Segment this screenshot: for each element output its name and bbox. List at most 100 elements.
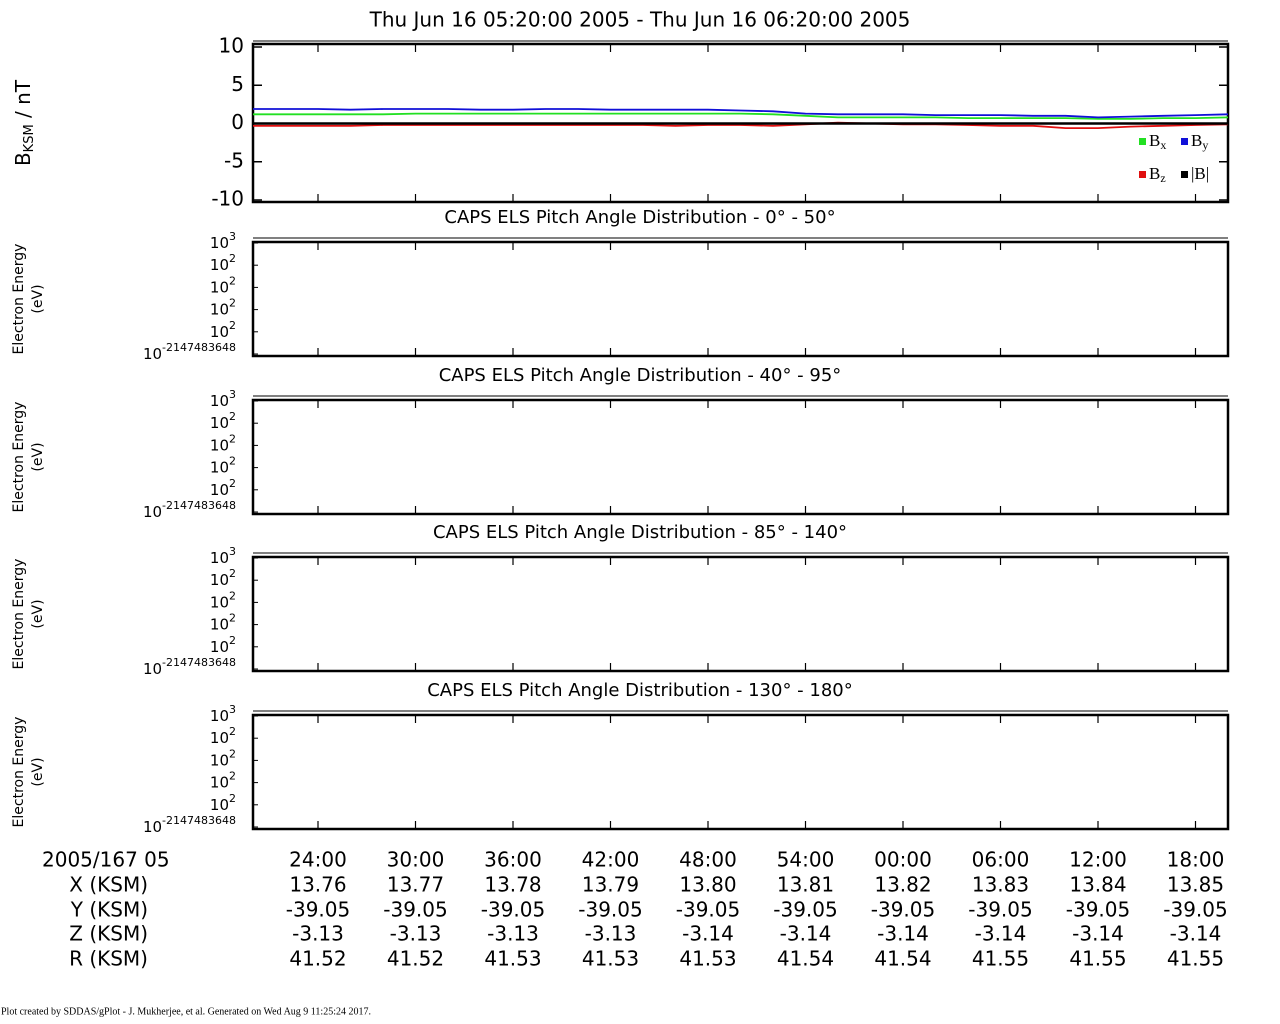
y-tick-label: 102 [210,455,236,477]
series-line [253,108,1229,119]
y-tick-base: 10 [210,593,229,611]
y-axis-label-unit: / nT [11,79,35,124]
legend-sub: z [1160,171,1165,185]
y-tick-base: 10 [143,503,162,521]
y-tick-label: 102 [210,252,236,274]
ephemeris-value: 41.52 [387,947,444,971]
y-tick-exp: 2 [229,319,236,332]
y-axis-label: Electron Energy [11,559,27,670]
legend-label: By [1191,131,1208,152]
ephemeris-label: Y (KSM) [70,898,148,922]
y-axis-label-main: B [11,152,35,166]
series-line [253,112,1229,120]
y-tick-label: 103 [210,545,236,567]
y-tick-label: -5 [224,148,244,172]
x-tick-label: 00:00 [874,848,932,872]
legend-name: B [1149,131,1160,150]
y-tick-label: 103 [210,388,236,410]
ephemeris-value: 41.55 [972,947,1029,971]
y-tick-base: 10 [210,256,229,274]
y-axis-label: Electron Energy [11,717,27,828]
legend-name: B [1191,131,1202,150]
y-tick-label: 102 [210,634,236,656]
y-tick-label: 10-2147483648 [143,814,236,836]
y-tick-exp: 3 [229,230,236,243]
y-tick-base: 10 [210,751,229,769]
x-tick-label: 12:00 [1069,848,1127,872]
ephemeris-value: -39.05 [481,898,545,922]
y-tick-label: 103 [210,703,236,725]
y-axis-label-sub: KSM [22,124,37,152]
y-tick-exp: 3 [229,388,236,401]
panel-title: CAPS ELS Pitch Angle Distribution - 130°… [427,680,853,701]
ephemeris-value: 13.83 [972,873,1029,897]
y-axis-label: (eV) [30,442,46,471]
y-tick-exp: 2 [229,252,236,265]
ephemeris-value: -3.14 [1170,922,1222,946]
ephemeris-label: X (KSM) [69,873,148,897]
ephemeris-value: -39.05 [871,898,935,922]
y-tick-base: 10 [210,637,229,655]
y-tick-base: 10 [210,234,229,252]
ephemeris-value: -39.05 [383,898,447,922]
x-tick-label: 42:00 [582,848,640,872]
y-tick-exp: 2 [229,567,236,580]
ephemeris-value: -39.05 [968,898,1032,922]
y-tick-label: 5 [231,72,244,96]
ephemeris-value: 41.53 [679,947,736,971]
ephemeris-label: Z (KSM) [69,922,148,946]
y-tick-exp: 2 [229,432,236,445]
y-tick-base: 10 [210,458,229,476]
x-tick-label: 06:00 [972,848,1030,872]
y-tick-base: 10 [210,549,229,567]
legend-sub: x [1160,138,1166,152]
ephemeris-value: -3.13 [292,922,344,946]
legend-name: |B| [1191,164,1209,183]
ephemeris-value: 13.79 [582,873,639,897]
y-axis-label: Electron Energy [11,244,27,355]
y-tick-label: 102 [210,477,236,499]
y-tick-exp: 2 [229,770,236,783]
y-tick-base: 10 [143,818,162,836]
y-tick-base: 10 [210,278,229,296]
y-tick-label: 10-2147483648 [143,499,236,521]
y-tick-exp: -2147483648 [162,341,236,354]
y-axis-label: Electron Energy [11,402,27,513]
y-tick-exp: 2 [229,589,236,602]
footer: Plot created by SDDAS/gPlot - J. Mukherj… [1,1006,371,1017]
y-tick-base: 10 [143,345,162,363]
ephemeris-value: 13.77 [387,873,444,897]
y-tick-exp: 2 [229,410,236,423]
y-tick-label: 102 [210,747,236,769]
y-tick-base: 10 [210,322,229,340]
ephemeris-value: 41.54 [874,947,931,971]
y-tick-exp: 2 [229,792,236,805]
y-tick-base: 10 [210,707,229,725]
y-tick-label: 10-2147483648 [143,656,236,678]
legend-swatch [1181,138,1188,145]
y-tick-exp: 2 [229,634,236,647]
x-tick-label: 48:00 [679,848,737,872]
panel-title: CAPS ELS Pitch Angle Distribution - 85° … [433,522,847,543]
ephemeris-value: 41.55 [1167,947,1224,971]
y-tick-base: 10 [143,660,162,678]
y-tick-exp: -2147483648 [162,814,236,827]
y-tick-exp: 2 [229,725,236,738]
ephemeris-value: 13.85 [1167,873,1224,897]
ephemeris-value: -3.14 [780,922,832,946]
ephemeris-value: 13.84 [1069,873,1126,897]
ephemeris-value: 41.55 [1069,947,1126,971]
ephemeris-value: 41.52 [289,947,346,971]
y-tick-label: 102 [210,319,236,341]
y-tick-base: 10 [210,480,229,498]
ephemeris-value: -3.14 [682,922,734,946]
y-tick-label: 102 [210,792,236,814]
plot-frame [251,240,1230,358]
plot-frame [251,398,1230,516]
y-tick-base: 10 [210,615,229,633]
x-tick-label: 18:00 [1167,848,1225,872]
ephemeris-value: 13.80 [679,873,736,897]
y-tick-label: 102 [210,432,236,454]
panel-title: CAPS ELS Pitch Angle Distribution - 0° -… [444,207,835,228]
